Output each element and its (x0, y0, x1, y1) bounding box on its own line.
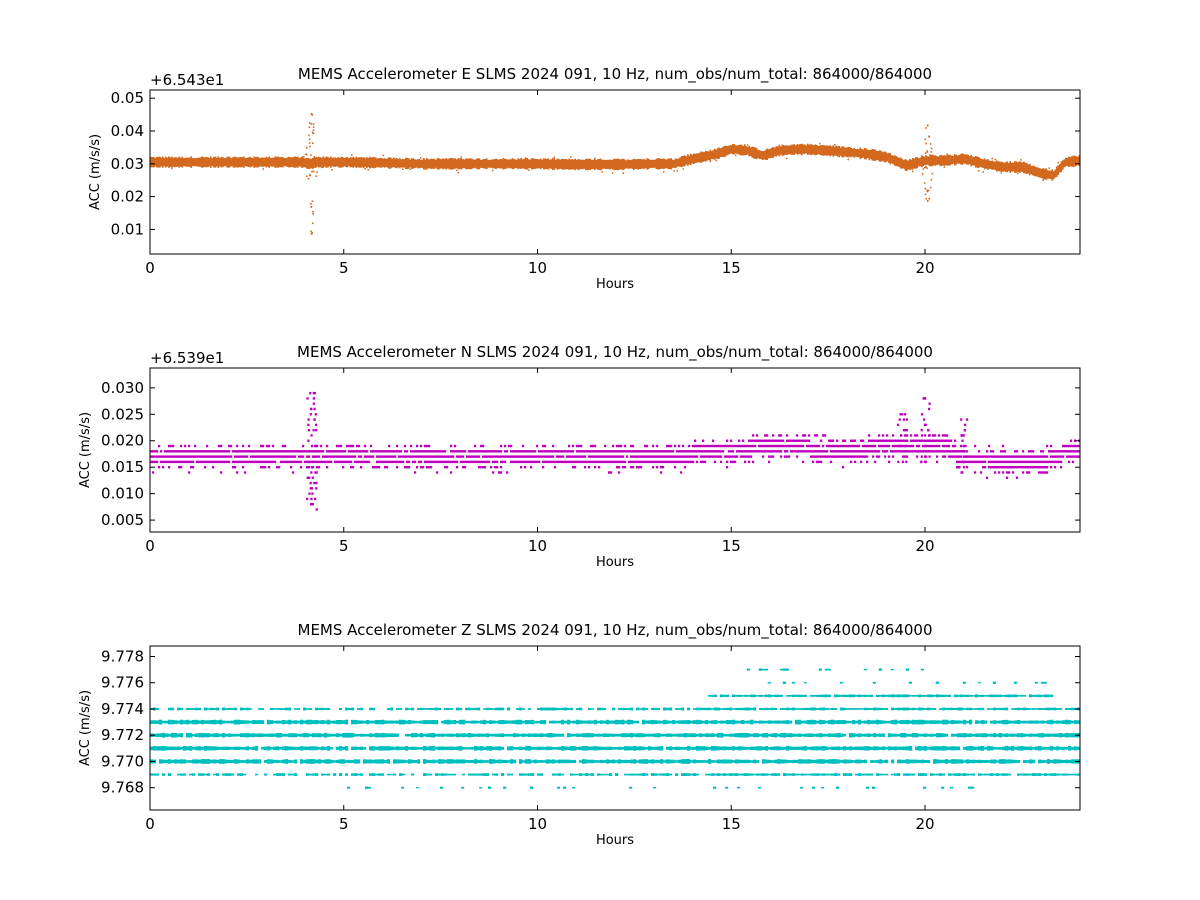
panel-n-x-tick-label: 10 (528, 537, 547, 555)
panel-n-event-burst-1 (306, 391, 318, 511)
panel-e-y-tick-label: 0.03 (111, 155, 144, 173)
panel-z-x-tick-label: 20 (915, 815, 934, 833)
panel-z-x-tick-label: 15 (722, 815, 741, 833)
panel-z-data-layer (150, 668, 1080, 789)
panel-e-event-burst-1 (305, 112, 319, 235)
panel-n-y-tick-label: 0.010 (101, 485, 144, 503)
panel-z-y-tick-label: 9.778 (101, 647, 144, 665)
panel-e-y-tick-label: 0.04 (111, 122, 144, 140)
panel-n-title: MEMS Accelerometer N SLMS 2024 091, 10 H… (297, 343, 933, 362)
panel-e-y-tick-label: 0.01 (111, 220, 144, 238)
panel-n-x-tick-label: 20 (915, 537, 934, 555)
panel-z-level-10 (347, 786, 975, 789)
panel-z-x-axis-label: Hours (596, 833, 634, 848)
panel-e-x-axis-label: Hours (596, 277, 634, 292)
panel-z-level-9 (150, 773, 1080, 777)
panel-e-x-tick-label: 5 (339, 259, 349, 277)
panel-z-level-6 (150, 732, 1080, 738)
panel-n-data-layer (150, 391, 1080, 511)
panel-z-y-tick-label: 9.776 (101, 674, 144, 692)
panel-z-level-5 (150, 719, 1080, 725)
panel-z-level-7 (150, 745, 1080, 751)
panel-e-series-trace (150, 142, 1080, 182)
panel-z-y-tick-label: 9.770 (101, 752, 144, 770)
panel-e-x-tick-label: 0 (145, 259, 155, 277)
panel-n-event-burst-4 (957, 418, 969, 474)
panel-e-x-tick-label: 15 (722, 259, 741, 277)
panel-e-event-burst-2 (921, 124, 934, 202)
panel-n-y-tick-label: 0.020 (101, 432, 144, 450)
panel-n-tick-layer: 0 5 10 15 20 0.005 0.010 0.015 0.020 0.025 0.030 (101, 368, 1080, 555)
panel-e-axes-frame (149, 89, 1081, 255)
panel-z-level-3 (708, 694, 1054, 698)
panel-e-title: MEMS Accelerometer E SLMS 2024 091, 10 H… (298, 65, 932, 84)
panel-n-x-tick-label: 0 (145, 537, 155, 555)
panel-z-axes-frame (149, 645, 1081, 811)
panel-z-y-tick-label: 9.768 (101, 779, 144, 797)
panel-n-x-tick-label: 15 (722, 537, 741, 555)
panel-z-tick-layer: 0 5 10 15 20 9.768 9.770 9.772 9.774 9.776 9.778 (101, 646, 1080, 833)
panel-n-y-tick-label: 0.005 (101, 511, 144, 529)
panel-z-level-2 (767, 681, 1047, 684)
panel-e-y-tick-label: 0.02 (111, 188, 144, 206)
panel-z-level-4 (150, 707, 1080, 711)
panel-e-y-tick-label: 0.05 (111, 89, 144, 107)
panel-n-y-tick-label: 0.015 (101, 458, 144, 476)
panel-n-y-tick-label: 0.025 (101, 405, 144, 423)
panel-e-tick-layer: 0 5 10 15 20 0.01 0.02 0.03 0.04 0.05 (111, 89, 1080, 277)
panel-n-y-axis-label: ACC (m/s/s) (78, 412, 93, 488)
panel-e-y-axis-label: ACC (m/s/s) (88, 134, 103, 210)
panel-z-x-tick-label: 5 (339, 815, 349, 833)
panel-z-y-axis-label: ACC (m/s/s) (78, 690, 93, 766)
panel-z-x-tick-label: 10 (528, 815, 547, 833)
panel-e-data-layer (150, 112, 1080, 235)
panel-z-level-1 (746, 668, 924, 671)
panel-n: MEMS Accelerometer N SLMS 2024 091, 10 H… (78, 343, 1081, 570)
panel-z-y-tick-label: 9.774 (101, 700, 144, 718)
panel-n-x-tick-label: 5 (339, 537, 349, 555)
panel-n-event-burst-3 (920, 397, 932, 464)
panel-n-event-burst-2 (896, 413, 909, 464)
panel-n-x-axis-label: Hours (596, 555, 634, 570)
panel-e-offset-label: +6.543e1 (150, 71, 224, 89)
panel-e-x-tick-label: 20 (915, 259, 934, 277)
panel-z-x-tick-label: 0 (145, 815, 155, 833)
panel-z: MEMS Accelerometer Z SLMS 2024 091, 10 H… (78, 621, 1081, 848)
panel-n-level-samples (150, 428, 1080, 479)
panel-z-level-8 (150, 759, 1080, 764)
panel-n-offset-label: +6.539e1 (150, 349, 224, 367)
panel-n-y-tick-label: 0.030 (101, 379, 144, 397)
panel-e-x-tick-label: 10 (528, 259, 547, 277)
panel-n-axes-frame (149, 367, 1081, 533)
panel-z-y-tick-label: 9.772 (101, 726, 144, 744)
panel-e: MEMS Accelerometer E SLMS 2024 091, 10 H… (88, 65, 1081, 292)
panel-z-title: MEMS Accelerometer Z SLMS 2024 091, 10 H… (298, 621, 933, 640)
